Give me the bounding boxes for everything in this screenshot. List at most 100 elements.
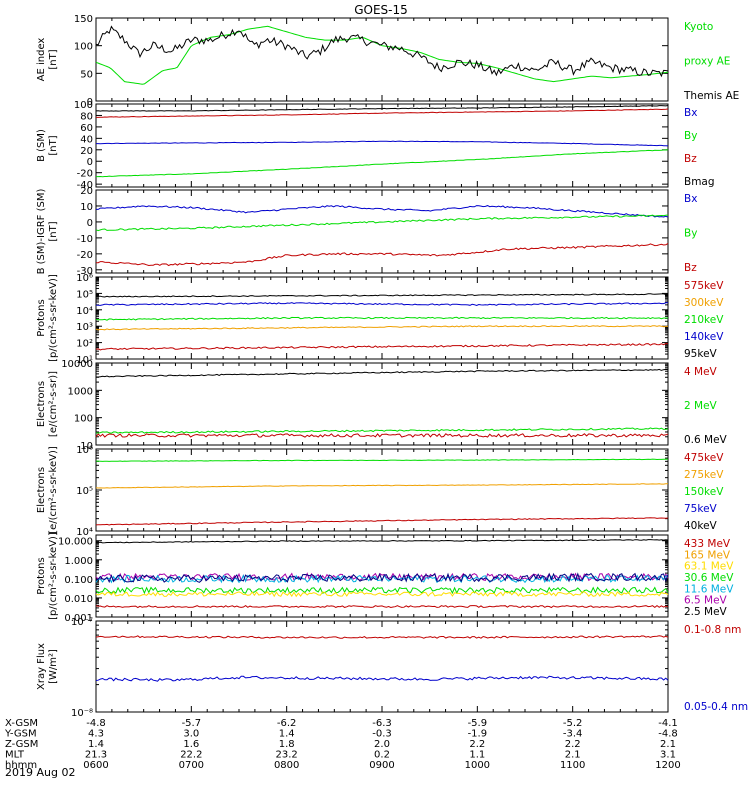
y-tick-label: 10000 <box>61 359 93 370</box>
legend-entry: 40keV <box>684 520 718 532</box>
legend-entry: 165 MeV <box>684 549 731 561</box>
series-300kev <box>95 325 669 331</box>
ephemeris-value: 2.0 <box>374 739 390 750</box>
y-tick-label: 10⁵ <box>76 486 93 497</box>
series-475kev <box>95 517 669 526</box>
legend-entry: 575keV <box>684 280 724 292</box>
y-tick-label: -20 <box>77 169 93 180</box>
panel-frame <box>95 189 669 274</box>
y-tick-label: -10 <box>77 234 93 245</box>
y-axis-title: Electrons <box>36 467 47 513</box>
ephemeris-value: 21.3 <box>85 750 107 761</box>
series-0-05-0-4-nm <box>95 675 669 682</box>
legend-entry: Bz <box>684 262 697 274</box>
y-axis-title: [nT] <box>48 221 59 241</box>
ephemeris-value: -6.2 <box>277 718 297 729</box>
legend-entry: 475keV <box>684 452 724 464</box>
ephemeris-value: 2.2 <box>565 739 581 750</box>
ephemeris-value: 0600 <box>83 760 108 771</box>
y-axis-title: B (SM) <box>36 129 47 162</box>
panel-1: 0 50 100 150 AE index [nT] Kyoto proxy AE Themis… <box>36 14 739 108</box>
ephemeris-value: 4.3 <box>88 729 104 740</box>
series-95kev <box>95 342 669 351</box>
series-2-mev <box>95 427 669 434</box>
ephemeris-value: 0700 <box>179 760 204 771</box>
ephemeris-value: -5.9 <box>468 718 488 729</box>
ephemeris-value: -6.3 <box>372 718 392 729</box>
ephemeris-value: 1.4 <box>88 739 104 750</box>
ephemeris-label: MLT <box>5 750 25 761</box>
legend-entry: By <box>684 130 697 142</box>
series-165-mev <box>95 604 669 609</box>
y-axis-title: Electrons <box>36 381 47 427</box>
ephemeris-label: Y-GSM <box>4 729 37 740</box>
ephemeris-value: -4.8 <box>658 729 678 740</box>
y-axis-title: Protons <box>36 557 47 594</box>
y-tick-label: 50 <box>80 69 93 80</box>
ephemeris-value: -0.3 <box>372 729 392 740</box>
panel-6: 10⁴ 10⁵ 10⁶ Electrons [e/(cm²-s-sr-keV)] 475k… <box>36 445 724 538</box>
legend-entry: 2.5 MeV <box>684 606 728 618</box>
legend-entry: Themis AE <box>683 90 739 102</box>
y-axis-title: [nT] <box>48 49 59 69</box>
y-axis-title: Xray Flux <box>36 643 47 690</box>
series-150kev <box>96 458 669 462</box>
y-tick-label: 10 <box>80 441 93 452</box>
y-tick-label: -30 <box>77 266 93 277</box>
y-axis-title: [nT] <box>48 135 59 155</box>
legend-entry: By <box>684 228 697 240</box>
y-tick-label: 10³ <box>76 322 93 333</box>
ephemeris-value: 1.8 <box>279 739 295 750</box>
ephemeris-value: -3.4 <box>563 729 583 740</box>
ephemeris-label: hhmm <box>5 760 37 771</box>
ephemeris-value: -4.8 <box>86 718 106 729</box>
y-tick-label: 100 <box>74 42 93 53</box>
y-tick-label: 20 <box>80 146 93 157</box>
ephemeris-value: -5.7 <box>182 718 202 729</box>
y-tick-label: 10⁵ <box>76 289 93 300</box>
legend-entry: 210keV <box>684 314 724 326</box>
panel-7: 0.001 0.010 0.100 1.000 10.000 Protons [p/(cm²… <box>36 532 734 624</box>
y-tick-label: 0.010 <box>64 594 93 605</box>
series-by <box>96 149 669 178</box>
legend-entry: 433 MeV <box>684 538 731 550</box>
y-axis-title: [e/(cm²-s-sr)] <box>48 371 59 437</box>
legend-entry: 0.05-0.4 nm <box>684 701 748 713</box>
y-tick-label: 100 <box>74 100 93 111</box>
legend-entry: 0.6 MeV <box>684 434 728 446</box>
panel-3: -30 -20 -10 0 10 20 B (SM)-IGRF (SM) [nT] Bx By Bz <box>36 186 697 277</box>
legend-entry: 4 MeV <box>684 366 718 378</box>
chart-title: GOES-15 <box>354 3 408 17</box>
legend-entry: 11.6 MeV <box>684 583 734 595</box>
y-tick-label: 1000 <box>68 386 93 397</box>
legend-entry: 75keV <box>684 503 718 515</box>
series-bz <box>96 108 669 118</box>
y-tick-label: 0 <box>87 157 93 168</box>
series-4-mev <box>95 433 669 438</box>
panel-5: 10 100 1000 10000 Electrons [e/(cm²-s-sr)] 4 M… <box>36 359 728 452</box>
legend-entry: Bz <box>684 153 697 165</box>
y-axis-title: [p/(cm²-s-sr-keV)] <box>48 274 59 362</box>
y-tick-label: 80 <box>80 111 93 122</box>
y-tick-label: 0 <box>87 97 93 108</box>
ephemeris-value: 2.2 <box>469 739 485 750</box>
y-tick-label: 0 <box>87 218 93 229</box>
series-bx <box>96 140 669 147</box>
y-tick-label: 60 <box>80 123 93 134</box>
ephemeris-value: -4.1 <box>658 718 678 729</box>
series-bx <box>96 205 669 218</box>
ephemeris-value: 3.0 <box>183 729 199 740</box>
y-axis-title: AE index <box>36 38 47 82</box>
ephemeris-value: -1.9 <box>468 729 488 740</box>
ephemeris-value: 1.4 <box>279 729 295 740</box>
series-63-1-mev <box>95 591 669 598</box>
legend-entry: 300keV <box>684 297 724 309</box>
y-tick-label: 10⁴ <box>76 527 93 538</box>
series-bmag <box>95 105 669 112</box>
legend-entry: 150keV <box>684 486 724 498</box>
y-tick-label: 0.100 <box>64 575 93 586</box>
y-tick-label: -20 <box>77 250 93 261</box>
